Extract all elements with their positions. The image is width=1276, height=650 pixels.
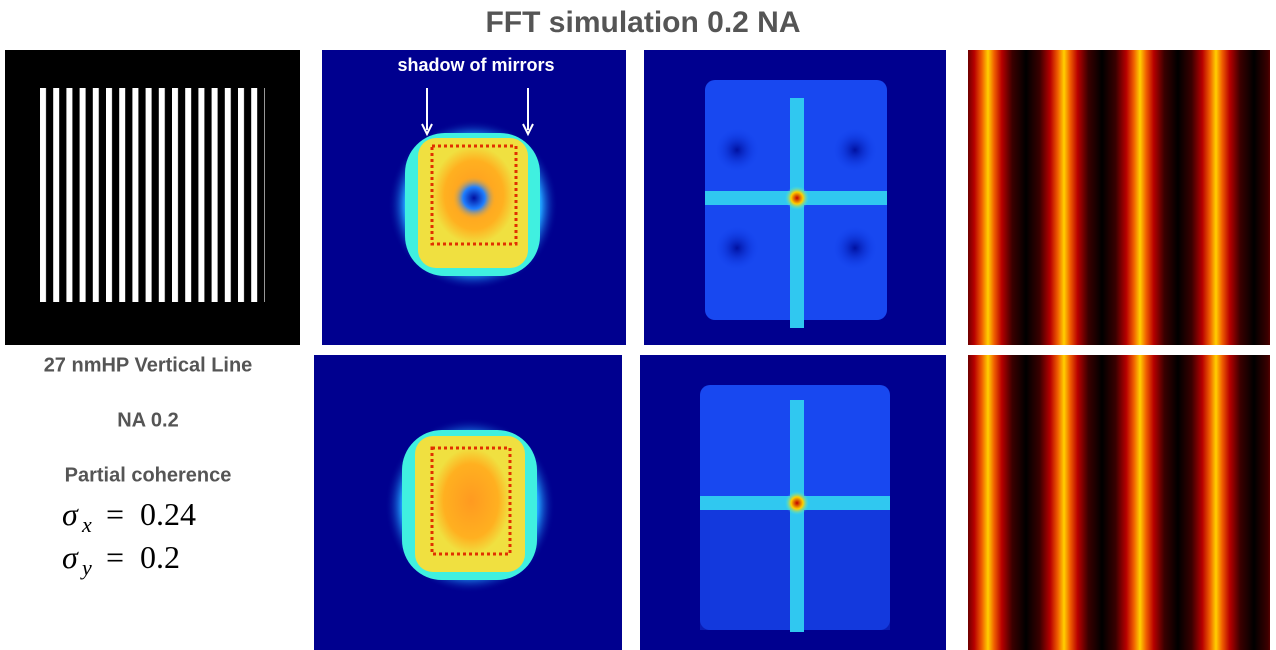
caption-line: 27 nmHP Vertical Line: [44, 354, 253, 376]
sigma-y: σ y = 0.2: [62, 539, 180, 580]
value: 0.2: [140, 539, 180, 575]
title: FFT simulation 0.2 NA: [485, 6, 800, 39]
image-bottom: [968, 355, 1270, 650]
line-pattern: [40, 88, 265, 302]
symbol: σ: [62, 496, 79, 532]
image-top: [968, 50, 1270, 345]
symbol: σ: [62, 539, 79, 575]
slide-canvas: FFT simulation 0.2 NA shadow of mirrors …: [0, 0, 1276, 650]
relation: =: [106, 539, 124, 575]
slide: FFT simulation 0.2 NA shadow of mirrors …: [0, 0, 1276, 650]
subscript: y: [80, 555, 92, 580]
pupil-bottom: [314, 355, 622, 650]
spectrum-top: [644, 50, 946, 345]
annotation: shadow of mirrors: [397, 55, 554, 75]
subscript: x: [81, 512, 92, 537]
sigma-x: σ x = 0.24: [62, 496, 196, 537]
relation: =: [106, 496, 124, 532]
pupil-top: shadow of mirrors: [322, 50, 626, 345]
caption-line: Partial coherence: [65, 464, 232, 486]
caption-line: NA 0.2: [117, 409, 179, 431]
value: 0.24: [140, 496, 196, 532]
spectrum-bottom: [640, 355, 946, 650]
